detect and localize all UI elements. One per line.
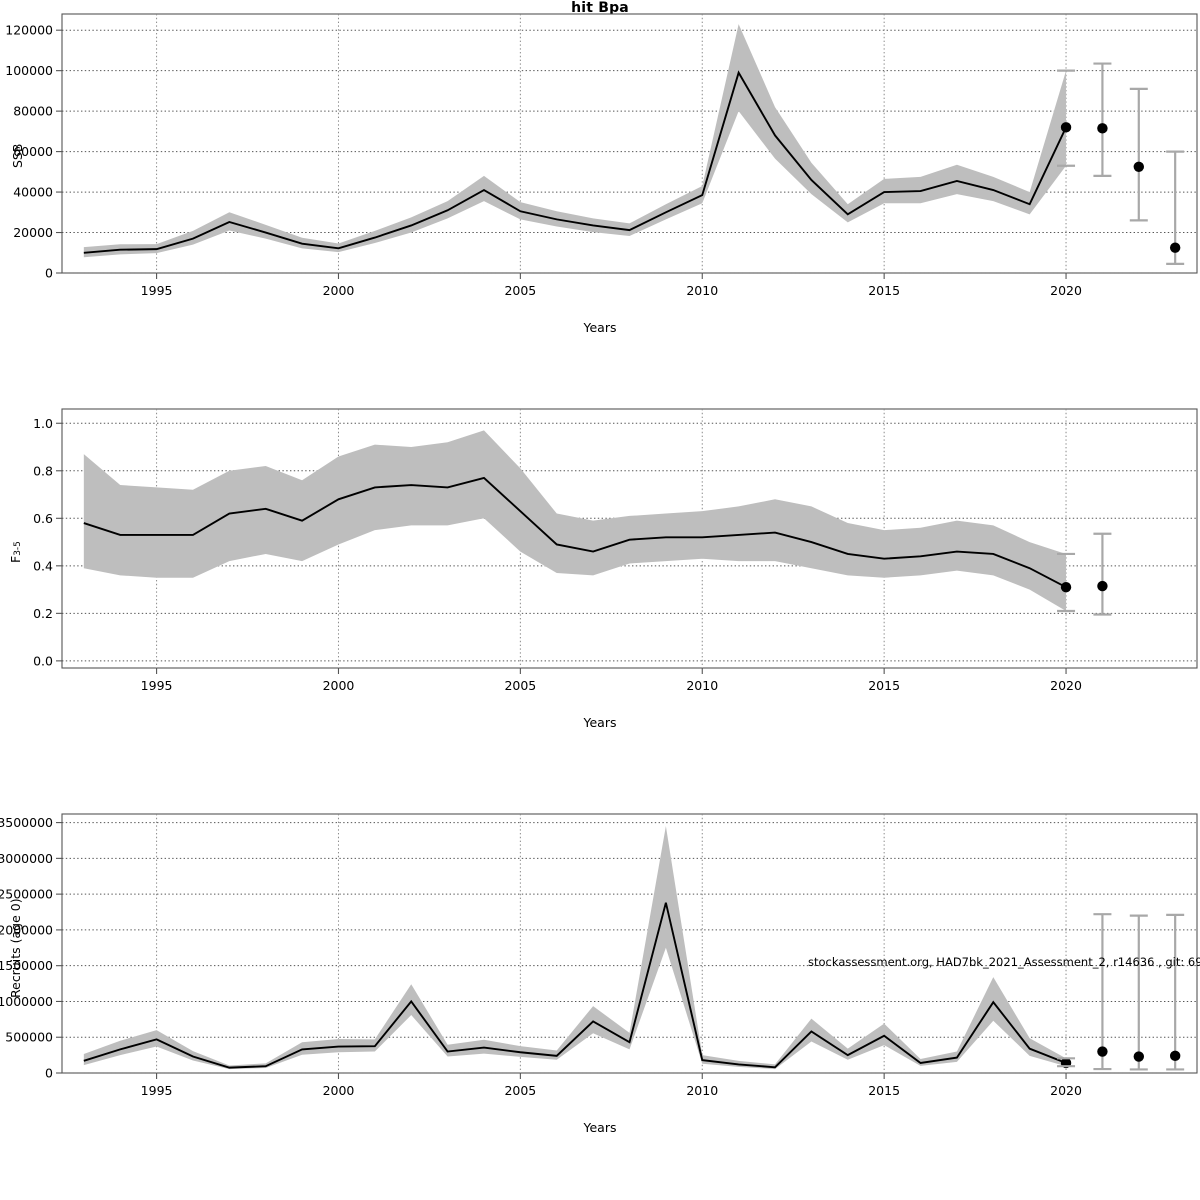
svg-text:80000: 80000 xyxy=(13,104,53,119)
svg-text:2000: 2000 xyxy=(323,283,355,298)
svg-text:2005: 2005 xyxy=(504,283,536,298)
svg-text:0.6: 0.6 xyxy=(33,511,53,526)
svg-text:2010: 2010 xyxy=(686,678,718,693)
svg-text:2500000: 2500000 xyxy=(0,887,53,902)
fbar-plot: 0.0 0.2 0.4 0.6 0.8 1.0 1995 2000 2005 2010 2015 20… xyxy=(33,408,1198,693)
svg-text:500000: 500000 xyxy=(5,1030,53,1045)
svg-text:2020: 2020 xyxy=(1050,283,1082,298)
svg-text:60000: 60000 xyxy=(13,144,53,159)
svg-text:0: 0 xyxy=(45,266,53,281)
fbar-y-axis-label-main: F xyxy=(8,555,23,563)
recruits-x-axis-label: Years xyxy=(583,1120,617,1135)
source-caption: stockassessment.org, HAD7bk_2021_Assessm… xyxy=(808,955,1200,969)
svg-text:0.0: 0.0 xyxy=(33,653,53,668)
svg-text:2005: 2005 xyxy=(504,678,536,693)
svg-text:2000: 2000 xyxy=(323,678,355,693)
svg-text:1.0: 1.0 xyxy=(33,416,53,431)
ssb-plot: 0 20000 40000 60000 80000 100000 120000 1995 200… xyxy=(5,13,1198,298)
svg-text:2000: 2000 xyxy=(323,1083,355,1098)
panel-ssb: 0 20000 40000 60000 80000 100000 120000 1995 200… xyxy=(0,8,1200,338)
panel-recruits: 0 500000 1000000 1500000 2000000 2500000 30000… xyxy=(0,808,1200,1158)
fbar-y-axis-label: F3-5 xyxy=(8,541,23,563)
svg-text:0: 0 xyxy=(45,1066,53,1081)
svg-text:120000: 120000 xyxy=(5,23,53,38)
svg-text:0.8: 0.8 xyxy=(33,463,53,478)
ssb-y-axis-label: SSB xyxy=(10,143,25,168)
svg-text:20000: 20000 xyxy=(13,225,53,240)
svg-text:1500000: 1500000 xyxy=(0,958,53,973)
fbar-y-axis-label-sub: 3-5 xyxy=(13,541,23,556)
fbar-x-axis-label: Years xyxy=(583,715,617,730)
panel-fbar: 0.0 0.2 0.4 0.6 0.8 1.0 1995 2000 2005 2010 2015 20… xyxy=(0,403,1200,733)
svg-text:2010: 2010 xyxy=(686,1083,718,1098)
recruits-plot: 0 500000 1000000 1500000 2000000 2500000 30000… xyxy=(0,813,1198,1098)
svg-text:2005: 2005 xyxy=(504,1083,536,1098)
svg-text:1000000: 1000000 xyxy=(0,994,53,1009)
svg-text:2015: 2015 xyxy=(868,1083,900,1098)
svg-text:1995: 1995 xyxy=(141,283,173,298)
svg-text:1995: 1995 xyxy=(141,1083,173,1098)
svg-text:40000: 40000 xyxy=(13,185,53,200)
svg-text:2020: 2020 xyxy=(1050,1083,1082,1098)
svg-text:100000: 100000 xyxy=(5,63,53,78)
svg-text:3500000: 3500000 xyxy=(0,815,53,830)
svg-text:0.2: 0.2 xyxy=(33,606,53,621)
svg-text:2015: 2015 xyxy=(868,283,900,298)
ssb-x-axis-label: Years xyxy=(583,320,617,335)
svg-text:1995: 1995 xyxy=(141,678,173,693)
svg-text:2000000: 2000000 xyxy=(0,922,53,937)
svg-text:2010: 2010 xyxy=(686,283,718,298)
figure-title: hit Bpa xyxy=(571,0,629,16)
svg-text:2015: 2015 xyxy=(868,678,900,693)
recruits-y-axis-label: Recruits (age 0) xyxy=(8,898,23,998)
svg-text:3000000: 3000000 xyxy=(0,851,53,866)
svg-text:0.4: 0.4 xyxy=(33,558,53,573)
svg-text:2020: 2020 xyxy=(1050,678,1082,693)
